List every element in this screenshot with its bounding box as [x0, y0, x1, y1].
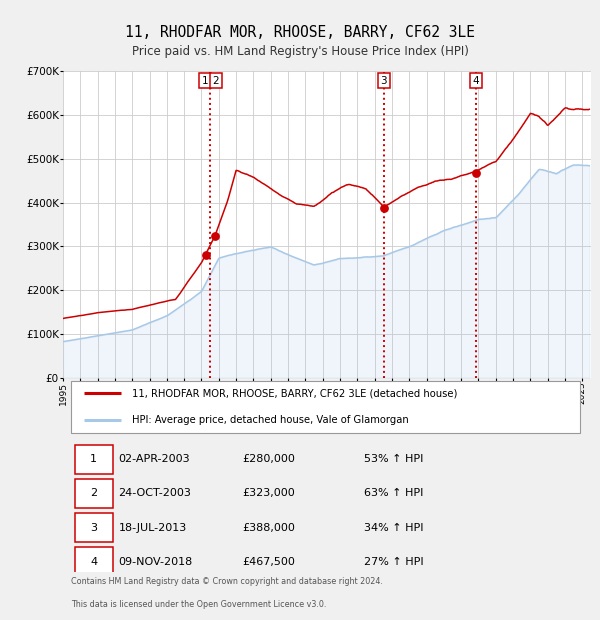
Text: 53% ↑ HPI: 53% ↑ HPI [364, 454, 424, 464]
Text: £280,000: £280,000 [242, 454, 295, 464]
Text: £467,500: £467,500 [242, 557, 295, 567]
Text: Price paid vs. HM Land Registry's House Price Index (HPI): Price paid vs. HM Land Registry's House … [131, 45, 469, 58]
Text: HPI: Average price, detached house, Vale of Glamorgan: HPI: Average price, detached house, Vale… [131, 415, 409, 425]
Point [201, 250, 211, 260]
Point [379, 203, 389, 213]
FancyBboxPatch shape [74, 479, 113, 508]
Text: 4: 4 [473, 76, 479, 86]
Point [471, 168, 481, 178]
Text: Contains HM Land Registry data © Crown copyright and database right 2024.: Contains HM Land Registry data © Crown c… [71, 577, 383, 586]
FancyBboxPatch shape [74, 445, 113, 474]
FancyBboxPatch shape [74, 513, 113, 542]
Text: 2: 2 [212, 76, 219, 86]
Text: 24-OCT-2003: 24-OCT-2003 [118, 489, 191, 498]
Text: 27% ↑ HPI: 27% ↑ HPI [364, 557, 424, 567]
Text: 11, RHODFAR MOR, RHOOSE, BARRY, CF62 3LE (detached house): 11, RHODFAR MOR, RHOOSE, BARRY, CF62 3LE… [131, 388, 457, 398]
Text: 02-APR-2003: 02-APR-2003 [118, 454, 190, 464]
Text: 09-NOV-2018: 09-NOV-2018 [118, 557, 193, 567]
FancyBboxPatch shape [71, 381, 580, 433]
Text: 34% ↑ HPI: 34% ↑ HPI [364, 523, 424, 533]
Text: This data is licensed under the Open Government Licence v3.0.: This data is licensed under the Open Gov… [71, 600, 326, 609]
Text: 11, RHODFAR MOR, RHOOSE, BARRY, CF62 3LE: 11, RHODFAR MOR, RHOOSE, BARRY, CF62 3LE [125, 25, 475, 40]
Text: 18-JUL-2013: 18-JUL-2013 [118, 523, 187, 533]
Text: 2: 2 [90, 489, 97, 498]
FancyBboxPatch shape [74, 547, 113, 576]
Text: 1: 1 [202, 76, 209, 86]
Text: £388,000: £388,000 [242, 523, 295, 533]
Point [211, 231, 220, 241]
Text: 3: 3 [90, 523, 97, 533]
Text: 3: 3 [380, 76, 387, 86]
Text: 63% ↑ HPI: 63% ↑ HPI [364, 489, 424, 498]
Text: 1: 1 [90, 454, 97, 464]
Text: £323,000: £323,000 [242, 489, 295, 498]
Text: 4: 4 [90, 557, 97, 567]
